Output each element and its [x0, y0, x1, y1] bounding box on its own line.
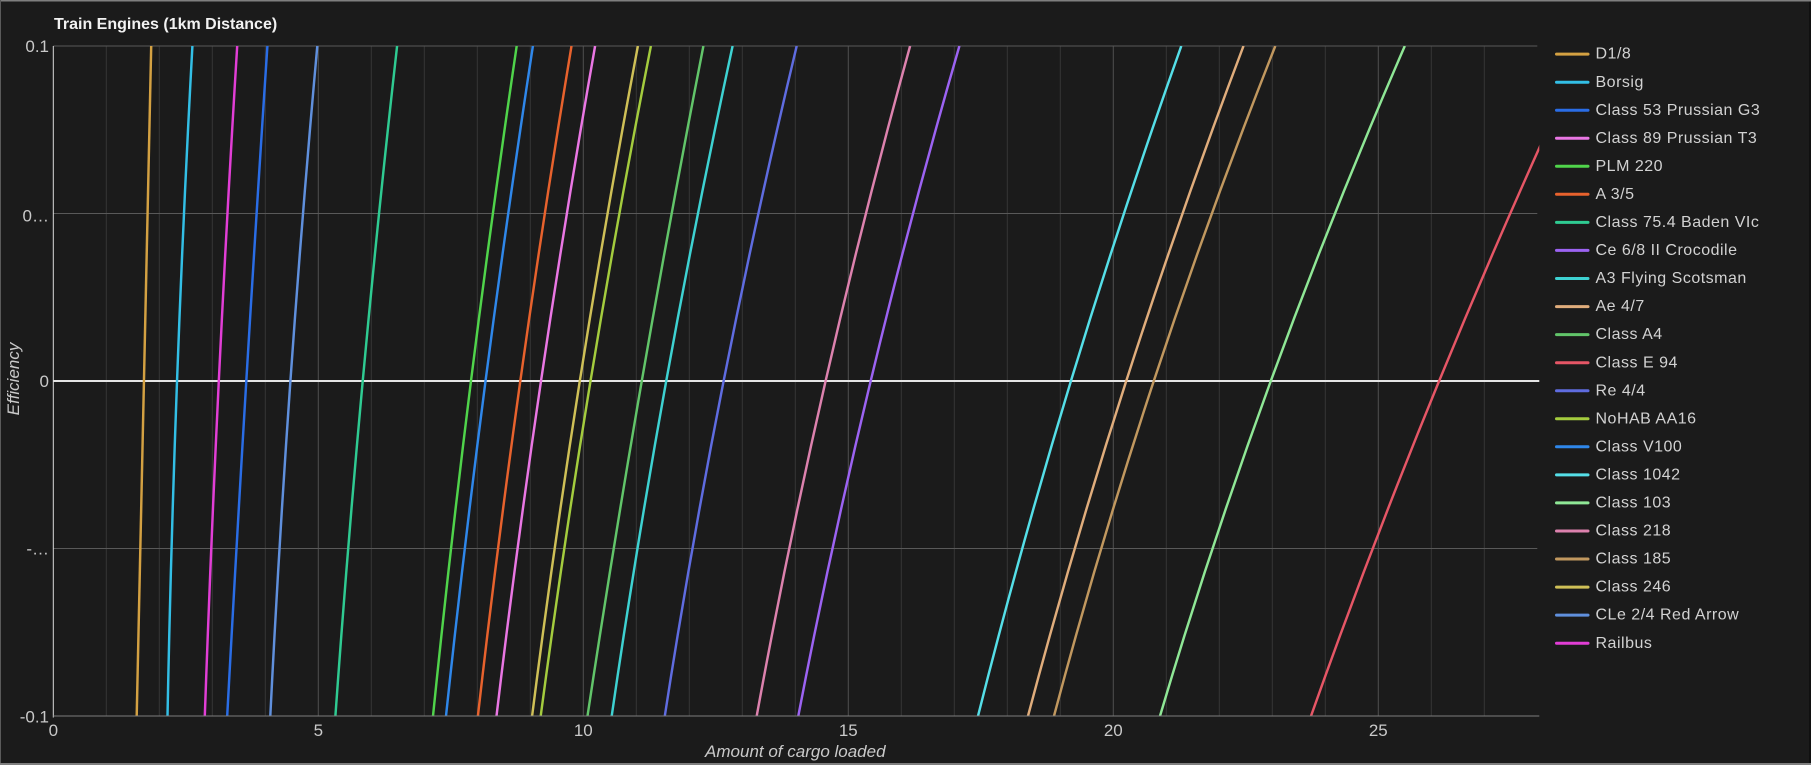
svg-text:Amount of cargo loaded: Amount of cargo loaded: [704, 742, 886, 761]
svg-text:Borsig: Borsig: [1596, 74, 1644, 91]
svg-text:Class 103: Class 103: [1596, 495, 1672, 512]
svg-text:Efficiency: Efficiency: [4, 341, 23, 415]
svg-text:A 3/5: A 3/5: [1596, 186, 1635, 203]
svg-text:0…: 0…: [23, 207, 49, 226]
svg-text:Train Engines (1km Distance): Train Engines (1km Distance): [54, 16, 277, 33]
svg-text:Class 218: Class 218: [1596, 523, 1672, 540]
svg-text:Class E 94: Class E 94: [1596, 354, 1678, 371]
svg-text:Railbus: Railbus: [1596, 635, 1653, 652]
svg-text:A3 Flying Scotsman: A3 Flying Scotsman: [1596, 270, 1747, 287]
svg-text:Class 1042: Class 1042: [1596, 467, 1681, 484]
svg-text:Ae 4/7: Ae 4/7: [1596, 298, 1645, 315]
svg-text:Class V100: Class V100: [1596, 438, 1683, 455]
svg-text:10: 10: [574, 721, 593, 740]
svg-text:Class A4: Class A4: [1596, 326, 1663, 343]
svg-text:0: 0: [49, 721, 58, 740]
svg-text:0: 0: [40, 372, 49, 391]
svg-text:PLM 220: PLM 220: [1596, 158, 1664, 175]
svg-text:Re 4/4: Re 4/4: [1596, 382, 1646, 399]
svg-text:Class 53 Prussian G3: Class 53 Prussian G3: [1596, 102, 1761, 119]
svg-text:CLe 2/4 Red Arrow: CLe 2/4 Red Arrow: [1596, 607, 1740, 624]
svg-text:15: 15: [839, 721, 858, 740]
svg-text:25: 25: [1369, 721, 1388, 740]
svg-text:-…: -…: [26, 540, 49, 559]
svg-text:5: 5: [314, 721, 323, 740]
svg-text:Class 185: Class 185: [1596, 551, 1672, 568]
svg-text:-0.1: -0.1: [20, 708, 49, 727]
svg-text:Class 75.4 Baden VIc: Class 75.4 Baden VIc: [1596, 214, 1760, 231]
svg-text:20: 20: [1104, 721, 1123, 740]
svg-text:NoHAB AA16: NoHAB AA16: [1596, 410, 1697, 427]
svg-text:D1/8: D1/8: [1596, 46, 1632, 63]
svg-text:Class 89 Prussian T3: Class 89 Prussian T3: [1596, 130, 1758, 147]
svg-text:0.1: 0.1: [25, 37, 49, 56]
svg-text:Ce 6/8 II Crocodile: Ce 6/8 II Crocodile: [1596, 242, 1738, 259]
svg-text:Class 246: Class 246: [1596, 579, 1672, 596]
